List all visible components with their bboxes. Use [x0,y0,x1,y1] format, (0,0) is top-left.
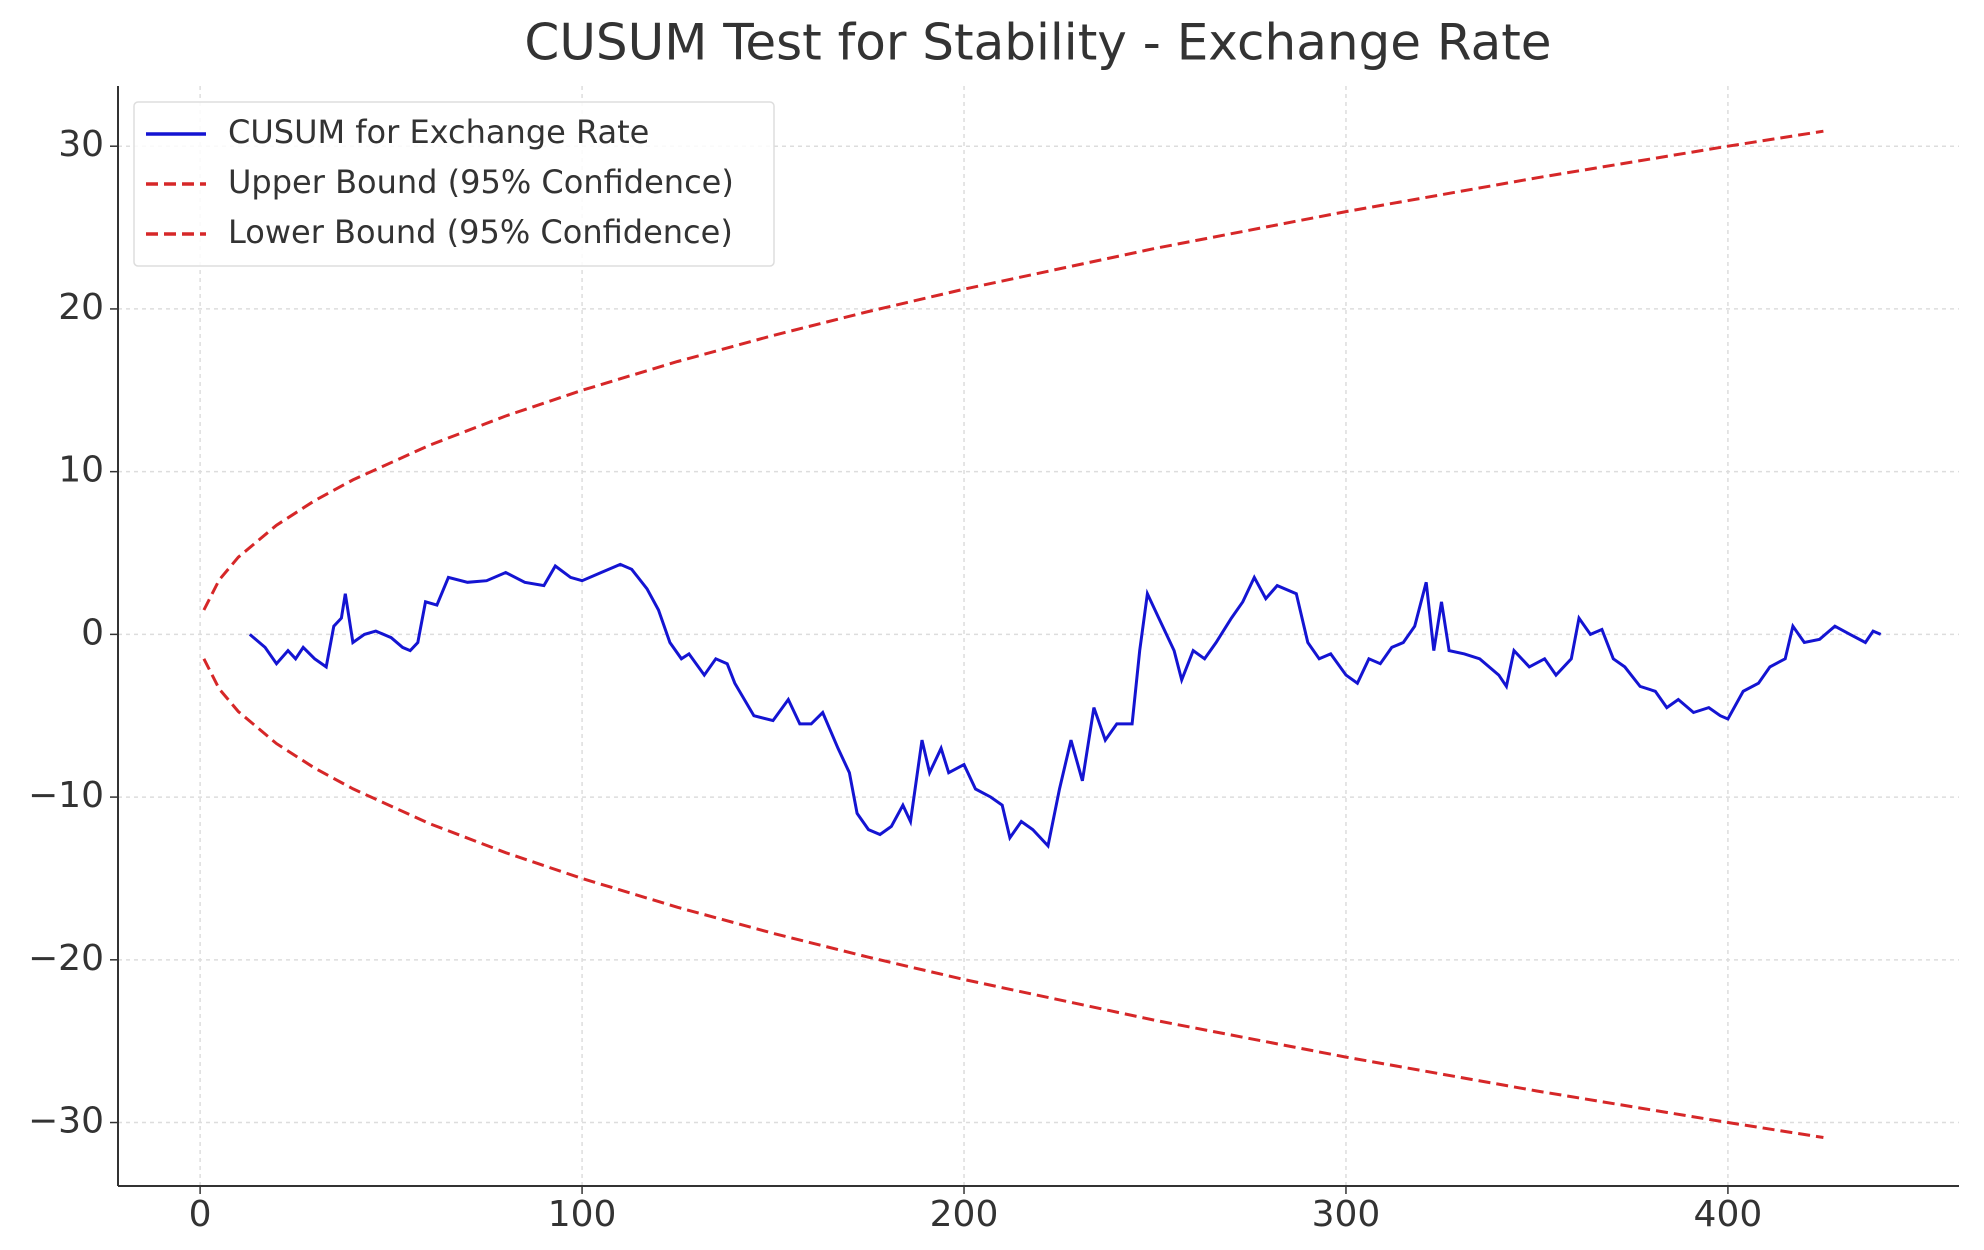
x-tick-label: 300 [1312,1194,1381,1235]
series-line [202,658,1824,1139]
legend-box [133,101,775,267]
chart-title: CUSUM Test for Stability - Exchange Rate [524,14,1551,72]
y-tick-label: 10 [58,450,104,491]
series-line [248,562,1882,850]
x-tick-label: 100 [548,1194,617,1235]
x-tick-label: 200 [930,1194,999,1235]
legend-label: CUSUM for Exchange Rate [228,113,649,151]
y-tick-label: −10 [28,775,104,816]
legend-label: Lower Bound (95% Confidence) [228,213,733,251]
x-tick-label: 0 [189,1194,212,1235]
y-tick-label: 20 [58,287,104,328]
series-line [202,129,1824,611]
legend-label: Upper Bound (95% Confidence) [228,163,734,201]
y-tick-label: 0 [81,612,104,653]
y-tick-label: −20 [28,938,104,979]
x-tick-label: 400 [1694,1194,1763,1235]
y-tick-label: 30 [58,124,104,165]
y-tick-label: −30 [28,1101,104,1142]
